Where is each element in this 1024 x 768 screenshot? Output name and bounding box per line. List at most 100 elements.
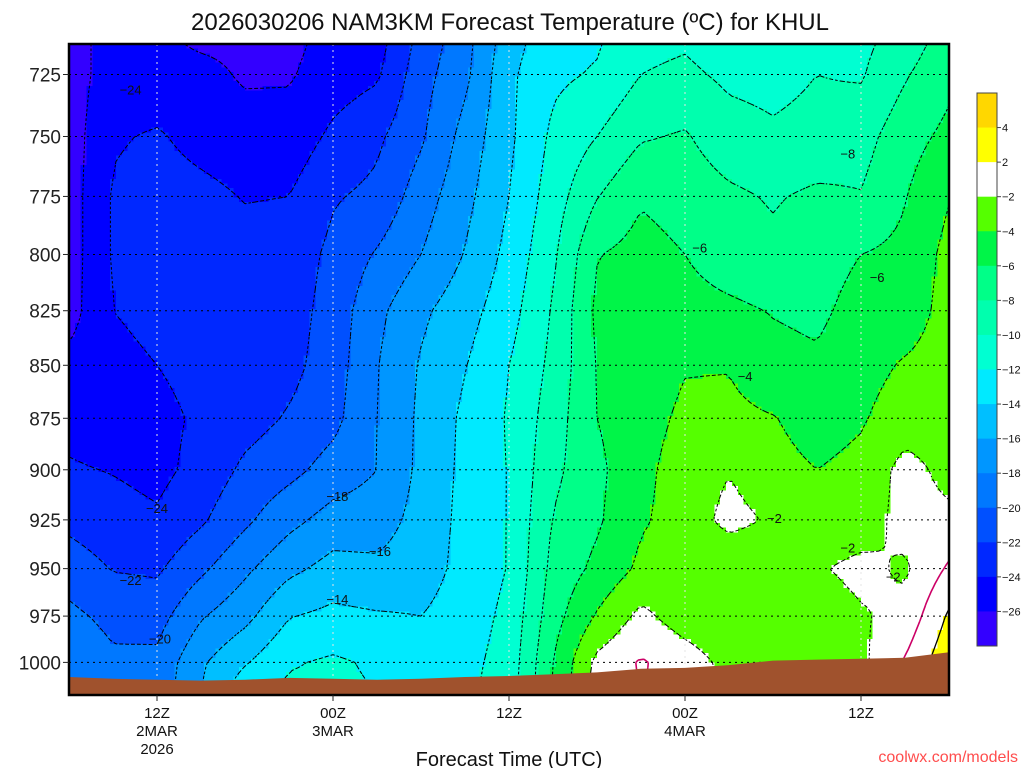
heatmap-cell [151, 602, 158, 608]
heatmap-cell [74, 146, 82, 152]
heatmap-cell [186, 336, 193, 343]
heatmap-cell [209, 513, 217, 519]
heatmap-cell [221, 360, 228, 366]
heatmap-cell [92, 290, 99, 296]
heatmap-cell [110, 62, 117, 68]
heatmap-cell [86, 299, 94, 305]
heatmap-cell [110, 425, 117, 431]
heatmap-cell [227, 476, 234, 482]
heatmap-cell [250, 216, 258, 222]
heatmap-cell [74, 615, 82, 622]
heatmap-cell [256, 67, 264, 73]
heatmap-cell [250, 253, 258, 259]
heatmap-cell [127, 564, 135, 571]
heatmap-cell [262, 420, 270, 426]
heatmap-cell [145, 592, 152, 598]
heatmap-cell [162, 206, 170, 212]
heatmap-cell [145, 99, 152, 106]
heatmap-cell [162, 532, 170, 538]
heatmap-cell [74, 499, 82, 505]
heatmap-cell [127, 448, 135, 454]
heatmap-cell [274, 285, 281, 292]
heatmap-cell [168, 304, 176, 310]
heatmap-cell [80, 476, 88, 482]
heatmap-cell [151, 509, 158, 515]
heatmap-cell [162, 411, 170, 417]
heatmap-cell [121, 467, 129, 473]
heatmap-cell [121, 667, 129, 673]
heatmap-cell [162, 425, 170, 431]
heatmap-cell [186, 588, 193, 594]
heatmap-cell [256, 276, 264, 282]
heatmap-cell [215, 104, 223, 110]
heatmap-cell [250, 443, 258, 450]
heatmap-cell [245, 471, 252, 478]
heatmap-cell [162, 564, 170, 571]
heatmap-cell [92, 146, 99, 152]
heatmap-cell [110, 323, 117, 329]
heatmap-cell [198, 429, 205, 436]
heatmap-cell [115, 253, 123, 259]
heatmap-cell [74, 532, 82, 538]
heatmap-cell [104, 522, 111, 529]
heatmap-cell [162, 267, 170, 273]
heatmap-cell [92, 481, 99, 487]
heatmap-cell [192, 85, 199, 92]
heatmap-cell [115, 257, 123, 264]
heatmap-cell [86, 174, 94, 180]
heatmap-cell [157, 453, 164, 459]
heatmap-cell [245, 429, 252, 436]
heatmap-cell [192, 323, 199, 329]
heatmap-cell [162, 174, 170, 180]
heatmap-cell [203, 285, 211, 292]
heatmap-cell [274, 141, 281, 147]
heatmap-cell [233, 230, 240, 236]
heatmap-cell [203, 648, 211, 654]
heatmap-cell [121, 513, 129, 519]
heatmap-cell [198, 420, 205, 426]
heatmap-cell [221, 406, 228, 412]
heatmap-cell [209, 564, 217, 571]
heatmap-cell [215, 118, 223, 124]
heatmap-cell [104, 281, 111, 287]
heatmap-cell [139, 360, 146, 366]
heatmap-cell [198, 364, 205, 371]
heatmap-cell [139, 485, 146, 491]
heatmap-cell [203, 160, 211, 166]
heatmap-cell [215, 202, 223, 208]
heatmap-cell [121, 434, 129, 440]
heatmap-cell [233, 443, 240, 450]
heatmap-cell [268, 425, 275, 431]
heatmap-cell [215, 364, 223, 371]
heatmap-cell [245, 522, 252, 529]
heatmap-cell [203, 206, 211, 212]
heatmap-cell [227, 378, 234, 385]
heatmap-cell [198, 271, 205, 278]
heatmap-cell [174, 267, 182, 273]
heatmap-cell [151, 597, 158, 603]
heatmap-cell [192, 332, 199, 338]
heatmap-cell [80, 378, 88, 385]
heatmap-cell [80, 160, 88, 166]
heatmap-cell [227, 99, 234, 106]
heatmap-cell [98, 518, 105, 524]
heatmap-cell [186, 513, 193, 519]
heatmap-cell [69, 178, 76, 185]
heatmap-cell [203, 57, 211, 64]
heatmap-cell [74, 132, 82, 138]
heatmap-cell [145, 597, 152, 603]
heatmap-cell [104, 113, 111, 119]
heatmap-cell [262, 178, 270, 185]
heatmap-cell [80, 574, 88, 580]
heatmap-cell [198, 471, 205, 478]
heatmap-cell [209, 634, 217, 640]
heatmap-cell [268, 355, 275, 361]
heatmap-cell [127, 295, 135, 301]
heatmap-cell [180, 150, 187, 157]
heatmap-cell [245, 625, 252, 631]
heatmap-cell [110, 439, 117, 445]
heatmap-cell [180, 429, 187, 436]
heatmap-cell [115, 578, 123, 584]
heatmap-cell [133, 560, 140, 566]
heatmap-cell [151, 643, 158, 650]
